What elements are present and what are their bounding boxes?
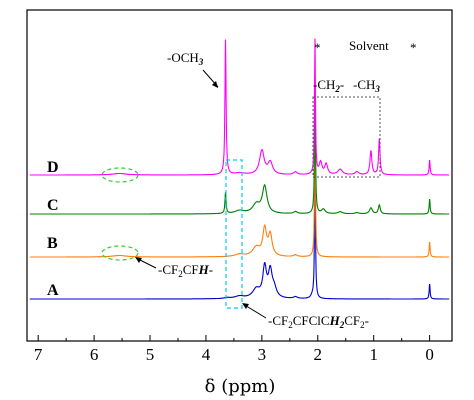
x-tick-label: 0 xyxy=(425,345,434,364)
backbone-arrowhead xyxy=(242,303,249,309)
x-tick-label: 5 xyxy=(146,345,155,364)
traces xyxy=(29,38,450,300)
x-tick-label: 6 xyxy=(90,345,99,364)
trace-a xyxy=(29,163,450,300)
x-tick-label: 1 xyxy=(369,345,378,364)
och3-arrowhead xyxy=(212,81,218,88)
ch-region-box xyxy=(312,96,381,178)
trace-label-c: C xyxy=(47,197,59,214)
plot-frame xyxy=(26,9,453,342)
x-tick-label: 4 xyxy=(202,345,211,364)
cf2cfh-label: -CF2CFH- xyxy=(158,262,213,279)
trace-d xyxy=(29,38,450,176)
cyan-region-box xyxy=(225,159,243,309)
solvent-star-right: * xyxy=(410,40,417,55)
x-axis-title: δ (ppm) xyxy=(205,376,276,397)
trace-label-d: D xyxy=(47,159,59,176)
ch2-label: -CH2- xyxy=(313,77,344,94)
solvent-label: Solvent xyxy=(349,38,389,53)
solvent-star-left: * xyxy=(314,40,321,55)
trace-label-a: A xyxy=(47,282,59,299)
ch3-label: -CH3 xyxy=(353,77,380,94)
trace-b xyxy=(29,121,450,258)
x-tick-label: 3 xyxy=(258,345,267,364)
ellipse-b-5-5 xyxy=(101,245,139,261)
ellipse-d-5-5 xyxy=(101,167,139,183)
cfh-arrowhead xyxy=(135,257,142,263)
x-tick-label: 7 xyxy=(34,345,43,364)
x-tick-label: 2 xyxy=(314,345,323,364)
trace-c xyxy=(29,78,450,215)
trace-label-b: B xyxy=(47,235,58,252)
och3-label: -OCH3 xyxy=(167,50,204,67)
x-ticks: 7 6 5 4 3 2 1 0 xyxy=(34,335,434,364)
backbone-label: -CF2CFClCH2CF2- xyxy=(268,313,369,330)
